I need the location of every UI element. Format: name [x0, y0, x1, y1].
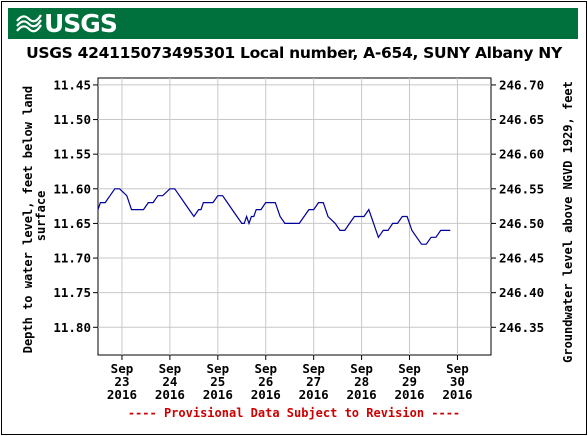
right-tick-label: 246.70 — [499, 77, 544, 92]
right-tick-label: 246.55 — [499, 181, 544, 196]
x-tick-label: 2016 — [394, 387, 424, 402]
x-tick-label: 28 — [354, 374, 369, 389]
left-axis-ticks: 11.45 11.50 11.55 11.60 11.65 11.70 11.75 11.80 — [53, 77, 98, 335]
left-axis-label: Depth to water level, feet below land su… — [21, 79, 48, 354]
left-tick-label: 11.60 — [53, 181, 91, 196]
x-tick-label: 2016 — [251, 387, 281, 402]
x-tick-label: 30 — [450, 374, 465, 389]
chart-title: USGS 424115073495301 Local number, A-654… — [26, 44, 562, 62]
right-tick-label: 246.35 — [499, 320, 544, 335]
x-tick-label: 2016 — [299, 387, 329, 402]
x-tick-label: 2016 — [442, 387, 472, 402]
x-tick-label: 26 — [258, 374, 273, 389]
right-tick-label: 246.40 — [499, 285, 544, 300]
usgs-logo: USGS — [16, 9, 118, 38]
x-tick-label: Sep — [159, 361, 182, 376]
x-tick-label: Sep — [350, 361, 373, 376]
provisional-data-note: ---- Provisional Data Subject to Revisio… — [127, 406, 461, 420]
x-tick-label: 27 — [306, 374, 321, 389]
x-tick-label: 25 — [210, 374, 225, 389]
usgs-logo-text: USGS — [44, 9, 118, 38]
left-tick-label: 11.45 — [53, 77, 91, 92]
series-line — [97, 188, 451, 245]
x-tick-label: Sep — [398, 361, 421, 376]
x-tick-label: Sep — [254, 361, 277, 376]
usgs-banner: USGS — [8, 8, 578, 39]
x-axis-ticks: Sep232016Sep242016Sep252016Sep262016Sep2… — [107, 355, 473, 402]
usgs-wave-icon — [16, 13, 42, 32]
left-tick-label: 11.70 — [53, 251, 91, 266]
x-tick-label: 2016 — [347, 387, 377, 402]
x-tick-label: 29 — [402, 374, 417, 389]
x-tick-label: Sep — [207, 361, 230, 376]
x-tick-label: Sep — [302, 361, 325, 376]
left-tick-label: 11.65 — [53, 216, 91, 231]
left-tick-label: 11.80 — [53, 320, 91, 335]
right-tick-label: 246.45 — [499, 251, 544, 266]
right-axis-ticks: 246.70 246.65 246.60 246.55 246.50 246.45 246.… — [491, 77, 544, 335]
right-axis-label: Groundwater level above NGVD 1929, feet — [561, 81, 575, 363]
left-tick-label: 11.55 — [53, 147, 91, 162]
x-tick-label: 23 — [114, 374, 129, 389]
left-tick-label: 11.75 — [53, 285, 91, 300]
x-tick-label: 2016 — [203, 387, 233, 402]
left-tick-label: 11.50 — [53, 112, 91, 127]
right-tick-label: 246.65 — [499, 112, 544, 127]
x-tick-label: Sep — [446, 361, 469, 376]
x-tick-label: 2016 — [155, 387, 185, 402]
x-tick-label: 2016 — [107, 387, 137, 402]
grid-lines — [98, 78, 491, 355]
right-tick-label: 246.50 — [499, 216, 544, 231]
series-group — [97, 188, 451, 245]
plot-border — [97, 77, 492, 356]
x-tick-label: Sep — [111, 361, 134, 376]
x-tick-label: 24 — [162, 374, 177, 389]
right-tick-label: 246.60 — [499, 147, 544, 162]
